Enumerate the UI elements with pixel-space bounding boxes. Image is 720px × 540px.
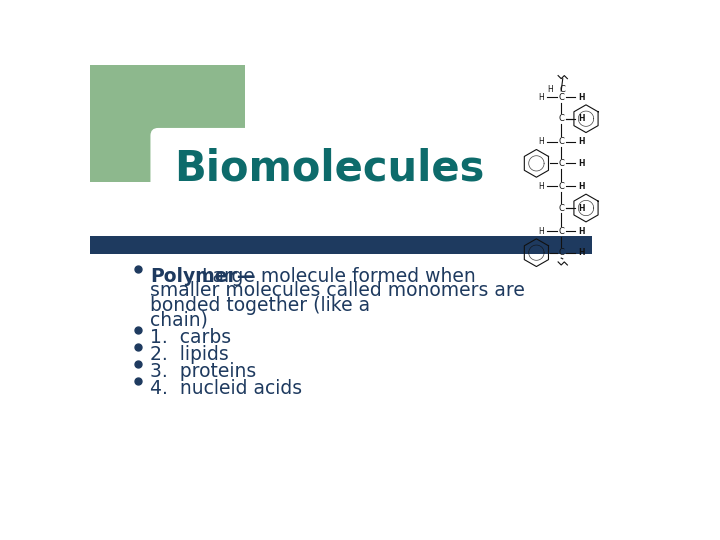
Text: Biomolecules: Biomolecules	[174, 148, 484, 190]
Text: 1.  carbs: 1. carbs	[150, 328, 232, 347]
Text: C: C	[560, 85, 566, 94]
Text: H: H	[578, 93, 585, 102]
Text: H: H	[578, 182, 585, 191]
Text: H: H	[578, 227, 585, 235]
Bar	[90, 236, 593, 254]
Text: C: C	[558, 159, 564, 168]
FancyBboxPatch shape	[150, 128, 588, 257]
Text: smaller molecules called monomers are: smaller molecules called monomers are	[150, 281, 526, 300]
Text: Polymer—: Polymer—	[150, 267, 256, 286]
Text: H: H	[578, 137, 585, 146]
Text: C: C	[558, 114, 564, 123]
Text: C: C	[558, 204, 564, 213]
Text: H: H	[539, 93, 544, 102]
Text: C: C	[558, 137, 564, 146]
Text: C: C	[558, 248, 564, 257]
Text: chain): chain)	[150, 310, 208, 329]
Text: H: H	[578, 248, 585, 257]
Text: C: C	[558, 93, 564, 102]
Text: C: C	[558, 182, 564, 191]
Text: H: H	[578, 114, 585, 123]
Text: H: H	[539, 182, 544, 191]
Text: H: H	[539, 227, 544, 235]
Text: Large molecule formed when: Large molecule formed when	[202, 267, 475, 286]
Text: 2.  lipids: 2. lipids	[150, 345, 229, 364]
Text: C: C	[558, 227, 564, 235]
Text: H: H	[539, 137, 544, 146]
Text: H: H	[578, 159, 585, 168]
Text: bonded together (like a: bonded together (like a	[150, 296, 371, 315]
Text: 3.  proteins: 3. proteins	[150, 362, 257, 381]
Bar	[90, 65, 245, 182]
Text: H: H	[548, 85, 554, 94]
Text: H: H	[578, 204, 585, 213]
Text: 4.  nucleid acids: 4. nucleid acids	[150, 379, 302, 398]
